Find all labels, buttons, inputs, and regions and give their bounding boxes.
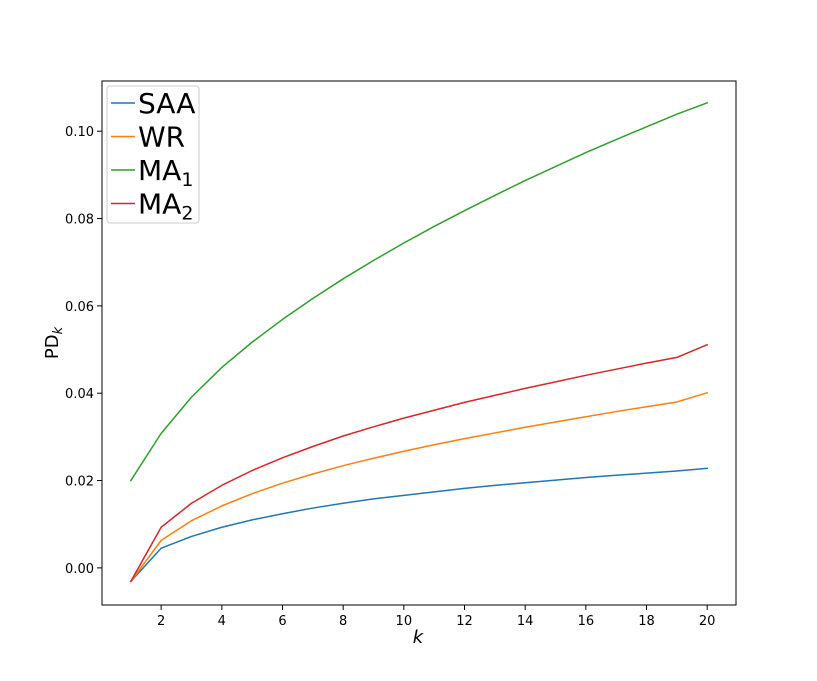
series-layer xyxy=(129,101,709,583)
legend-box xyxy=(106,85,200,224)
legend-label: SAA xyxy=(138,87,195,120)
x-tick-label: 8 xyxy=(339,614,347,629)
series-line-ma2 xyxy=(129,343,709,583)
legend-label: MA2 xyxy=(138,188,193,225)
y-axis-label: PDk xyxy=(42,326,66,359)
y-tick-label: 0.00 xyxy=(65,562,94,577)
y-tick-label: 0.02 xyxy=(65,475,94,490)
legend-label-base: MA xyxy=(138,188,181,221)
x-tick-label: 4 xyxy=(218,614,226,629)
x-tick-label: 16 xyxy=(578,614,595,629)
x-tick-label: 14 xyxy=(517,614,534,629)
y-axis-label-subscript: k xyxy=(51,326,66,334)
y-axis: 0.00 0.02 0.04 0.06 0.08 0.10 xyxy=(65,125,102,577)
x-tick-label: 12 xyxy=(456,614,473,629)
legend-label-base: WR xyxy=(138,121,185,154)
plot-frame xyxy=(101,80,737,606)
x-tick-label: 10 xyxy=(396,614,413,629)
x-tick-label: 2 xyxy=(157,614,165,629)
series-line-ma1 xyxy=(129,101,709,482)
series-line-wr xyxy=(129,391,709,583)
y-tick-label: 0.06 xyxy=(65,300,94,315)
legend-label-subscript: 1 xyxy=(181,169,193,191)
legend-label: MA1 xyxy=(138,154,193,191)
y-tick-label: 0.04 xyxy=(65,387,94,402)
legend-label: WR xyxy=(138,121,185,154)
y-axis-label-base: PD xyxy=(42,334,63,359)
x-axis-label: k xyxy=(413,627,425,648)
y-tick-label: 0.10 xyxy=(65,125,94,140)
x-tick-label: 20 xyxy=(699,614,716,629)
x-axis: 2 4 6 8 10 12 14 16 18 20 xyxy=(157,605,715,629)
legend-label-subscript: 2 xyxy=(181,203,193,225)
x-tick-label: 6 xyxy=(278,614,286,629)
series-line-saa xyxy=(129,467,708,583)
x-tick-label: 18 xyxy=(638,614,655,629)
legend-label-base: SAA xyxy=(138,87,195,120)
plot-area xyxy=(101,80,737,606)
legend-label-base: MA xyxy=(138,154,181,187)
y-tick-label: 0.08 xyxy=(65,213,94,228)
